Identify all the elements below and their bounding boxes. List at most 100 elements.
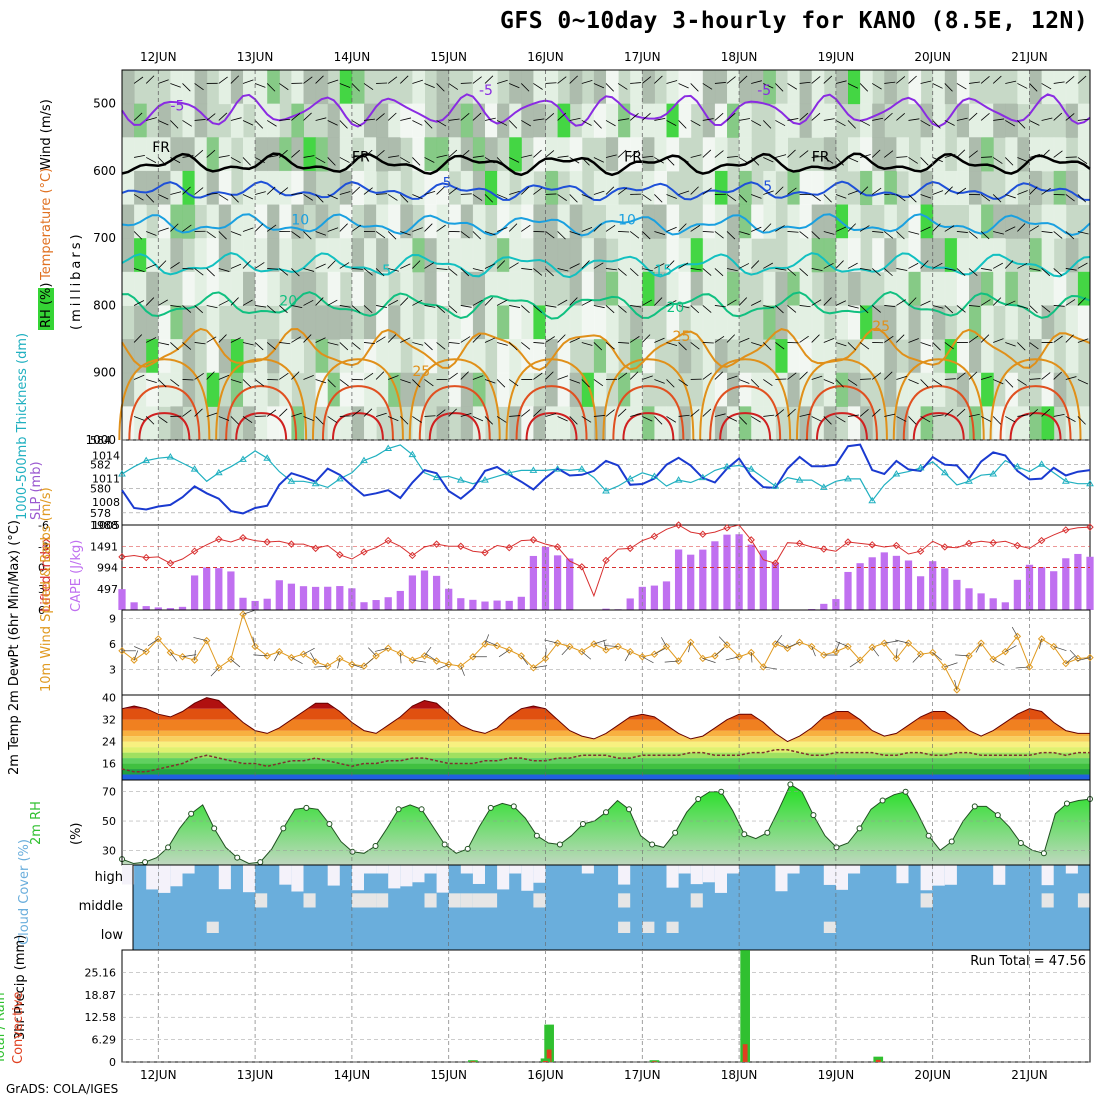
wind-barb xyxy=(968,150,978,158)
wind-barb xyxy=(581,342,593,346)
thickness-point xyxy=(505,468,514,476)
wind-barb xyxy=(654,337,665,343)
wind-barb xyxy=(642,375,653,380)
wind-point xyxy=(263,652,271,660)
wind-barb xyxy=(811,375,823,380)
thickness-point xyxy=(118,470,126,477)
cape-bar xyxy=(130,602,138,610)
wind-barb xyxy=(738,157,749,164)
wind-barb xyxy=(412,227,423,232)
wind-barb xyxy=(775,409,785,417)
rh-cell xyxy=(787,204,801,239)
isotherm-arch xyxy=(138,412,191,441)
cape-bar xyxy=(965,588,973,610)
wind-barb xyxy=(303,112,312,121)
cape-bar xyxy=(408,575,417,610)
wind-barb xyxy=(968,371,978,380)
rh-point xyxy=(994,812,1001,819)
cloud-cell xyxy=(424,865,437,874)
wind-barb xyxy=(266,120,277,127)
cape-bar xyxy=(723,534,731,610)
wind-barb xyxy=(182,654,197,658)
cloud-cell xyxy=(1041,865,1054,886)
rh-point xyxy=(326,820,333,827)
wind-barb xyxy=(1065,113,1075,121)
wind-barb xyxy=(666,226,677,232)
wind-barb xyxy=(1017,120,1026,129)
rh-cell xyxy=(1041,271,1055,306)
wind-barb xyxy=(896,648,898,659)
rh-cell xyxy=(932,238,946,273)
wind-barb xyxy=(1053,112,1063,121)
rh-cell xyxy=(339,406,353,441)
wind-barb xyxy=(1029,83,1038,92)
rh-cell xyxy=(327,305,341,340)
wind-barb xyxy=(968,231,978,239)
wind-barb xyxy=(726,268,738,272)
rh-cell xyxy=(497,339,510,374)
wind-barb xyxy=(992,416,1002,425)
wind-barb xyxy=(351,342,361,350)
cape-bar xyxy=(457,598,465,610)
wind-barb xyxy=(739,118,750,121)
rh-cell xyxy=(194,70,208,105)
rh-cell xyxy=(472,271,486,306)
rh-cell xyxy=(255,170,268,206)
wind-point xyxy=(614,642,622,651)
rh-cell xyxy=(702,170,716,206)
wind-barb xyxy=(1005,226,1016,232)
wind-barb xyxy=(508,342,518,351)
lifted-point xyxy=(311,544,320,553)
cloud-cell xyxy=(388,865,401,889)
x-tick-label-bottom: 13JUN xyxy=(237,1068,274,1082)
wind-barb xyxy=(835,641,840,652)
wind-barb xyxy=(521,224,531,232)
wind-barb xyxy=(424,157,435,163)
wind-point xyxy=(578,647,586,656)
cape-bar xyxy=(529,555,538,610)
wind-barb xyxy=(460,371,469,380)
rh-cell xyxy=(1005,372,1018,407)
wind-barb xyxy=(859,305,869,314)
wind-barb xyxy=(557,155,569,158)
wind-barb xyxy=(267,155,279,158)
rh-cell xyxy=(969,170,982,206)
wind-barb xyxy=(448,187,458,195)
rh-cell xyxy=(557,103,571,138)
wind-barb xyxy=(660,637,667,647)
rh-cell xyxy=(1077,137,1091,172)
wind-barb xyxy=(981,268,993,271)
rh-cell xyxy=(1029,271,1043,306)
ylabel-precip: 3hr Precip (mm) xyxy=(13,935,28,1040)
wind-barb xyxy=(146,263,157,269)
rh-cell xyxy=(327,103,341,138)
wind-barb xyxy=(847,223,856,232)
cloud-cell xyxy=(400,865,413,887)
lifted-point xyxy=(408,551,417,560)
wind-barb xyxy=(400,157,411,164)
wind-barb xyxy=(932,157,943,163)
rh-cell xyxy=(388,170,401,206)
rh-cell xyxy=(618,238,631,273)
rh-cell xyxy=(448,204,462,239)
wind-barb xyxy=(1069,649,1079,659)
wind-barb xyxy=(1053,305,1065,307)
rh-cell xyxy=(400,305,413,340)
left-tick-label: 584 xyxy=(90,434,111,447)
wind-barb xyxy=(726,416,738,422)
wind-barb xyxy=(835,300,846,306)
rh-cell xyxy=(956,137,970,172)
wind-barb xyxy=(448,149,458,158)
wind-barb xyxy=(884,231,894,239)
wind-barb xyxy=(339,120,348,129)
lifted-point xyxy=(215,535,223,543)
wind-barb xyxy=(581,651,592,660)
thickness-point xyxy=(868,496,877,504)
rh-cell xyxy=(255,339,268,374)
rh-cell xyxy=(170,372,183,407)
wind-barb xyxy=(170,120,179,129)
y-tick-label: 1000 xyxy=(85,433,116,447)
wind-barb xyxy=(714,413,726,417)
rh-point xyxy=(787,781,794,788)
wind-barb xyxy=(206,371,215,380)
